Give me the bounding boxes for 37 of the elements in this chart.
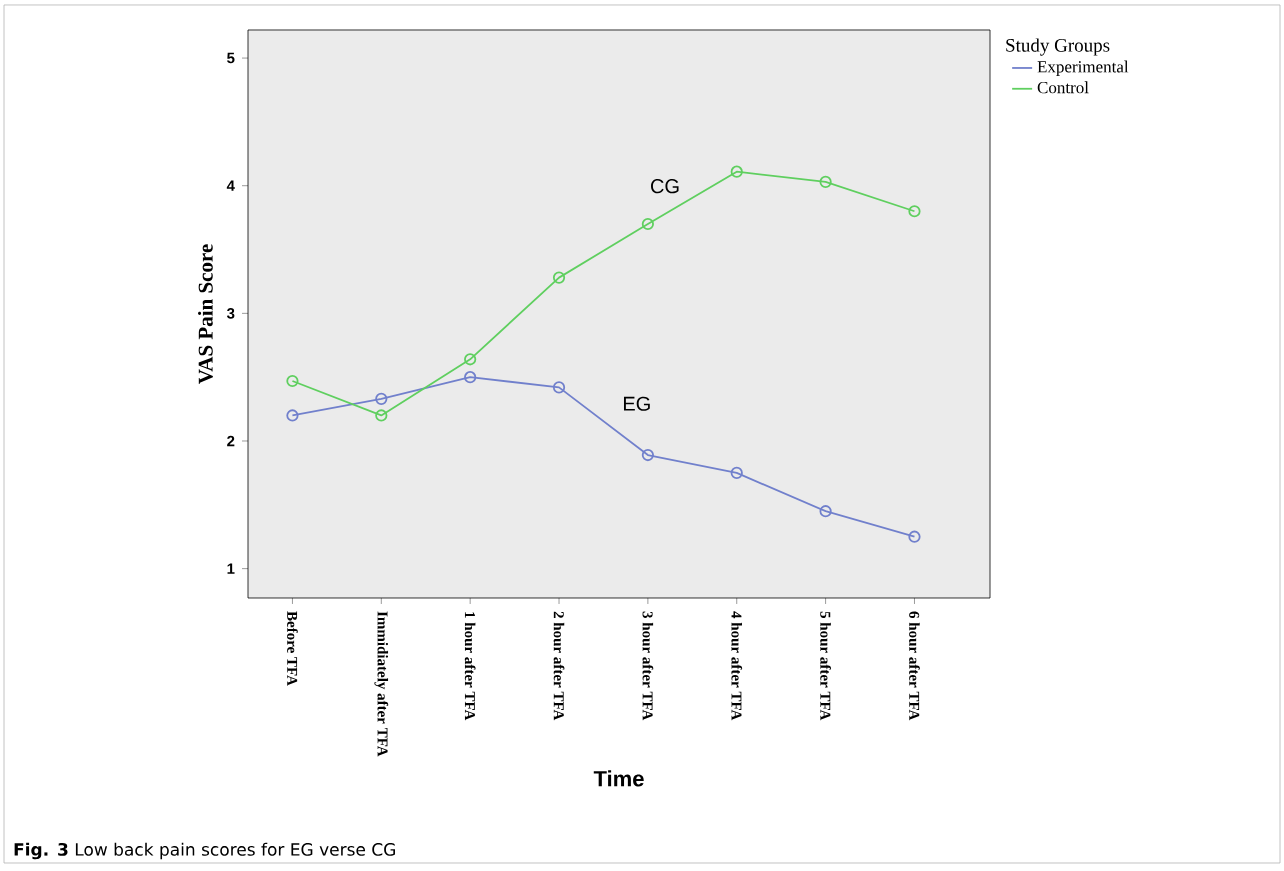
- point: [286, 374, 299, 388]
- x-tick-label: 2 hour after TFA: [553, 611, 565, 721]
- x-tick-label: Immidiately after TFA: [374, 611, 389, 757]
- point: [552, 381, 566, 394]
- point: [641, 217, 654, 231]
- point: [464, 353, 477, 366]
- point: [464, 371, 477, 384]
- point: [730, 165, 743, 178]
- point: [819, 505, 832, 518]
- point: [819, 175, 832, 188]
- y-tick-label: 2: [227, 435, 235, 447]
- y-tick-label: 5: [227, 52, 235, 64]
- x-tick-label: 1 hour after TFA: [464, 612, 476, 721]
- x-tick-label: 4 hour after TFA: [731, 611, 743, 721]
- x-tick-label: Before TFA: [287, 611, 298, 686]
- legend-label: Experimental: [1037, 60, 1129, 76]
- x-axis-title: Time: [593, 770, 644, 787]
- y-tick-label: 4: [226, 180, 235, 191]
- x-tick-label: 5 hour after TFA: [820, 611, 831, 721]
- legend-title: Study Groups: [1006, 38, 1110, 56]
- point: [552, 271, 566, 284]
- y-tick-label: 1: [227, 563, 235, 574]
- text: Fig. 3 Low back pain scores for EG verse CG: [14, 842, 395, 860]
- point: [375, 392, 388, 405]
- y-tick-label: 3: [226, 308, 235, 319]
- x-tick-label: 3 hour after TFA: [642, 611, 654, 721]
- annotation: CG: [651, 179, 679, 194]
- point: [908, 530, 921, 543]
- point: [286, 409, 299, 422]
- y-axis-title: VAS Pain Score: [198, 244, 213, 384]
- annotation: EG: [624, 396, 650, 411]
- point: [375, 409, 388, 422]
- point: [641, 448, 654, 462]
- legend-label: Control: [1037, 81, 1089, 94]
- point: [730, 466, 743, 479]
- x-tick-label: 6 hour after TFA: [909, 611, 920, 721]
- point: [908, 205, 921, 218]
